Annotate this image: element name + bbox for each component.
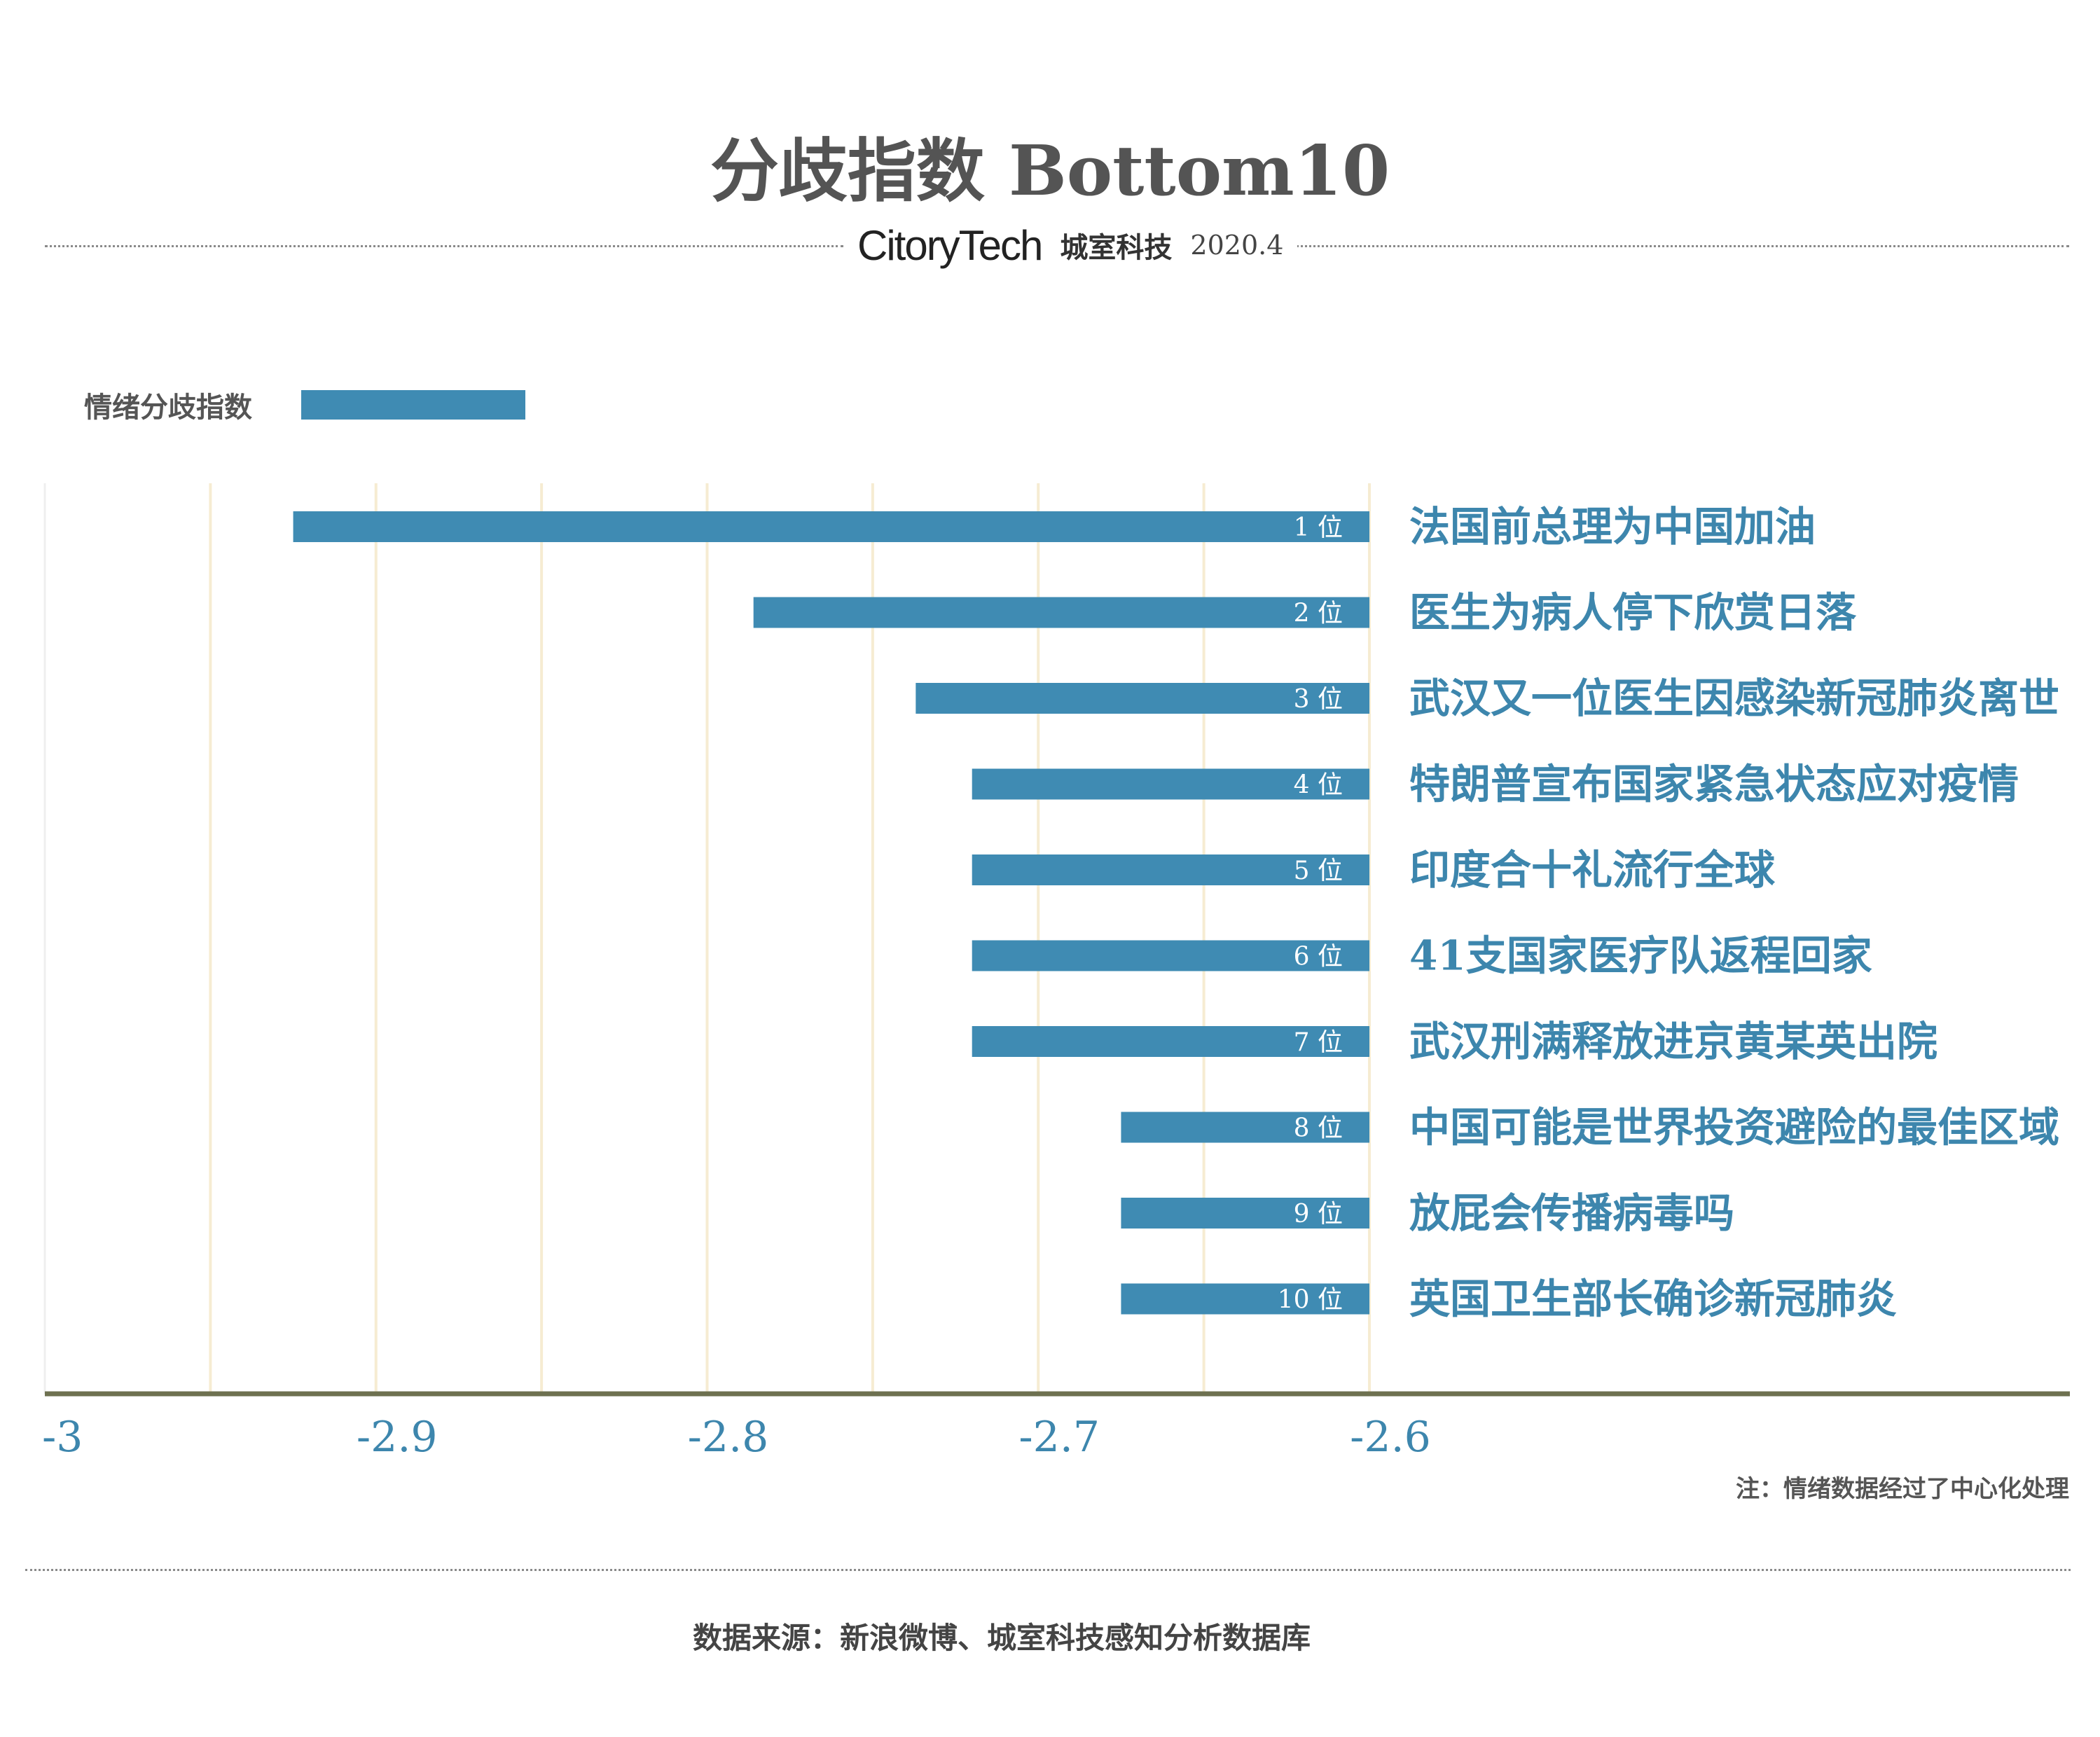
left-dotted-divider xyxy=(45,245,843,247)
bar xyxy=(293,511,1369,542)
legend-swatch xyxy=(301,390,525,420)
brand-row: CitoryTech 城室科技 2020.4 xyxy=(45,210,2069,280)
category-label: 法国前总理为中国加油 xyxy=(1409,503,1816,551)
category-label: 武汉刑满释放进京黄某英出院 xyxy=(1409,1018,1937,1065)
bar xyxy=(1121,1112,1369,1143)
bar xyxy=(753,597,1369,628)
category-label: 印度合十礼流行全球 xyxy=(1409,846,1776,894)
bar xyxy=(972,854,1369,885)
x-tick-label: -2.9 xyxy=(357,1413,438,1462)
bar-rank-label: 8 位 xyxy=(1294,1114,1343,1143)
report-date: 2020.4 xyxy=(1190,230,1284,261)
company-name: 城室科技 xyxy=(1060,231,1173,264)
bar xyxy=(972,768,1369,800)
bar xyxy=(1121,1283,1369,1315)
brand: CitoryTech 城室科技 2020.4 xyxy=(843,210,1298,280)
bar-rank-label: 1 位 xyxy=(1294,513,1343,542)
bar xyxy=(972,940,1369,971)
bar-rank-label: 3 位 xyxy=(1294,685,1343,714)
category-label: 中国可能是世界投资避险的最佳区域 xyxy=(1409,1104,2059,1151)
bar-rank-label: 2 位 xyxy=(1294,600,1343,628)
category-label: 放屁会传播病毒吗 xyxy=(1409,1189,1734,1237)
bar xyxy=(1121,1198,1369,1229)
data-source: 数据来源：新浪微博、城室科技感知分析数据库 xyxy=(692,1621,1311,1655)
x-tick-label: -2.7 xyxy=(1018,1413,1100,1462)
x-tick-label: -2.6 xyxy=(1350,1413,1431,1462)
bar-rank-label: 6 位 xyxy=(1294,943,1343,971)
chart-title: 分歧指数 Bottom10 xyxy=(710,131,1390,212)
bar-rank-label: 5 位 xyxy=(1294,857,1343,885)
legend-label: 情绪分歧指数 xyxy=(84,391,252,424)
x-tick-label: -2.8 xyxy=(688,1413,769,1462)
category-label: 武汉又一位医生因感染新冠肺炎离世 xyxy=(1409,674,2059,722)
citorytech-logo: CitoryTech xyxy=(857,221,1043,269)
category-label: 特朗普宣布国家紧急状态应对疫情 xyxy=(1409,761,2019,808)
footnote: 注：情绪数据经过了中心化处理 xyxy=(1736,1475,2069,1503)
bar-rank-label: 10 位 xyxy=(1278,1286,1343,1315)
bar-rank-label: 9 位 xyxy=(1294,1200,1343,1229)
bottom-dotted-divider xyxy=(25,1569,2071,1571)
category-label: 英国卫生部长确诊新冠肺炎 xyxy=(1409,1275,1897,1323)
category-label: 医生为病人停下欣赏日落 xyxy=(1409,589,1857,637)
right-dotted-divider xyxy=(1250,245,2069,247)
bar-rank-label: 4 位 xyxy=(1294,771,1343,800)
bar xyxy=(916,683,1369,714)
legend: 情绪分歧指数 xyxy=(84,384,525,426)
bar xyxy=(972,1026,1369,1057)
category-label: 41支国家医疗队返程回家 xyxy=(1409,932,1872,980)
x-tick-label: -3 xyxy=(42,1413,83,1462)
bar-rank-label: 7 位 xyxy=(1294,1028,1343,1057)
